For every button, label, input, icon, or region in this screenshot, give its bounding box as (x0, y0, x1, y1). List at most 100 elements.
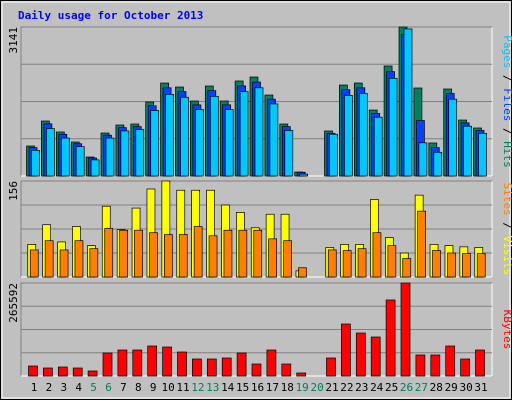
bar (87, 370, 98, 377)
bar (195, 109, 204, 177)
bar (57, 366, 68, 377)
x-tick-label: 28 (430, 381, 443, 394)
legend-separator: / (501, 216, 512, 236)
bar (119, 229, 129, 278)
legend-separator: / (501, 68, 512, 88)
bar (209, 95, 219, 177)
bar (105, 137, 115, 177)
x-tick-label: 30 (459, 381, 472, 394)
bar (132, 349, 143, 377)
bar (269, 103, 279, 177)
x-tick-label: 12 (191, 381, 204, 394)
bar (463, 125, 472, 177)
bar (102, 352, 113, 377)
bar (478, 132, 487, 177)
bar (177, 351, 187, 377)
x-tick-label: 29 (445, 381, 458, 394)
x-tick-label: 9 (150, 381, 157, 394)
bar (44, 240, 54, 278)
bar (236, 352, 247, 377)
x-tick-label: 3 (60, 381, 67, 394)
bar (415, 354, 426, 377)
bar (180, 96, 189, 177)
x-tick-label: 4 (75, 381, 82, 394)
bar (46, 128, 55, 177)
bar (162, 346, 172, 377)
x-tick-label: 21 (325, 381, 338, 394)
bar (74, 240, 84, 278)
bar (372, 232, 382, 278)
bar (403, 28, 413, 177)
y-tick-label: 3141 (7, 27, 20, 54)
bar (254, 87, 264, 177)
bar (223, 229, 233, 278)
bar (373, 116, 383, 177)
x-tick-label: 24 (370, 381, 384, 394)
bar (430, 354, 441, 377)
bar (31, 150, 40, 177)
bar (417, 210, 426, 278)
y-tick-label: 156 (7, 181, 20, 201)
bar (150, 110, 160, 177)
chart-title: Daily usage for October 2013 (18, 9, 203, 22)
bar (284, 130, 294, 177)
legend: Pages / Files / Hits (501, 35, 512, 168)
bar (90, 159, 100, 177)
x-tick-label: 6 (105, 381, 112, 394)
x-tick-label: 16 (251, 381, 264, 394)
x-tick-label: 5 (90, 381, 97, 394)
bar (251, 363, 262, 377)
bar (299, 173, 309, 177)
bar (104, 228, 114, 278)
bar (29, 249, 39, 278)
x-tick-label: 18 (281, 381, 294, 394)
bar (355, 332, 366, 377)
bar (329, 133, 338, 177)
legend-entry: Visits (501, 236, 512, 276)
x-tick-label: 22 (340, 381, 353, 394)
x-tick-label: 1 (31, 381, 38, 394)
x-tick-label: 8 (135, 381, 142, 394)
legend: Sites / Visits (501, 183, 512, 276)
x-tick-label: 23 (355, 381, 368, 394)
legend-entry: Hits (501, 141, 512, 168)
bar (448, 98, 458, 177)
bar (239, 91, 249, 177)
bar (134, 229, 143, 278)
bar (221, 357, 232, 377)
bar (117, 349, 128, 377)
bar (447, 252, 456, 278)
y-tick-label: 265592 (7, 283, 20, 323)
bar (266, 349, 277, 377)
bar (400, 282, 411, 377)
bar (326, 357, 336, 377)
x-tick-label: 27 (415, 381, 428, 394)
bar (283, 240, 292, 278)
bar (341, 323, 351, 377)
x-tick-label: 17 (266, 381, 279, 394)
legend-entry: KBytes (501, 310, 512, 350)
bar (253, 229, 263, 278)
x-tick-label: 2 (46, 381, 53, 394)
bar (462, 253, 471, 278)
legend-entry: Files (501, 88, 512, 121)
bar (165, 94, 174, 177)
bar (120, 130, 130, 177)
bar (281, 363, 292, 377)
bar (268, 238, 277, 278)
bar (147, 345, 158, 377)
bar (149, 232, 158, 278)
x-tick-label: 14 (221, 381, 235, 394)
legend-separator: / (501, 121, 512, 141)
bar (432, 250, 441, 278)
bar (59, 249, 69, 278)
bar (344, 95, 353, 177)
bar (385, 299, 396, 377)
x-tick-label: 7 (120, 381, 127, 394)
x-tick-label: 13 (206, 381, 219, 394)
bar (387, 245, 397, 278)
legend-entry: Sites (501, 183, 512, 216)
bar (298, 267, 307, 278)
